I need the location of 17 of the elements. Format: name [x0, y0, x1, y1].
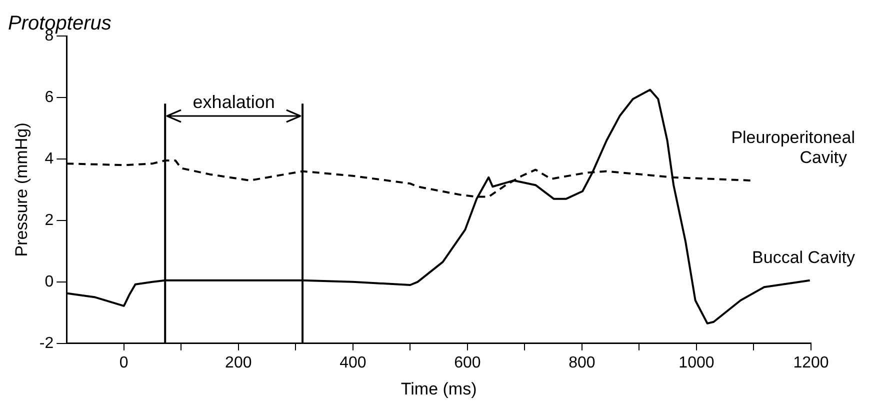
x-tick-label: 0 [119, 354, 128, 372]
y-tick-label: 2 [44, 212, 54, 229]
x-tick-label: 400 [340, 354, 366, 372]
x-tick-label: 1200 [793, 354, 829, 372]
x-tick-label: 600 [454, 354, 481, 372]
x-tick-label: 800 [568, 354, 596, 372]
series-label: Buccal Cavity [752, 248, 856, 268]
series-label: Pleuroperitoneal Cavity [731, 128, 856, 168]
annotation: exhalation [192, 92, 275, 112]
x-tick-label: 1000 [678, 354, 714, 372]
y-tick-label: -2 [39, 334, 54, 352]
y-axis-title: Pressure (mmHg) [12, 122, 31, 257]
x-tick-label: 200 [225, 354, 252, 372]
x-axis-title: Time (ms) [400, 379, 477, 398]
y-tick-label: 6 [44, 88, 54, 106]
y-tick-label: 4 [44, 150, 54, 168]
y-tick-label: 0 [44, 273, 54, 290]
